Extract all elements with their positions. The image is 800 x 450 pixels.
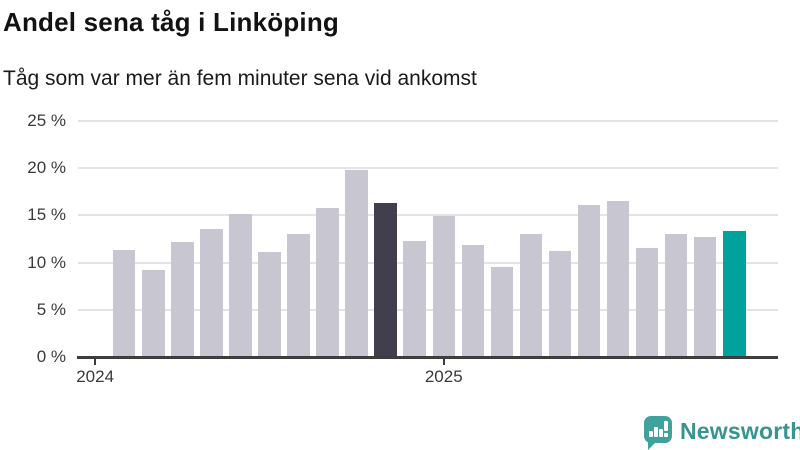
bar-2025-06 [577,205,601,357]
plot-area [78,120,778,357]
chart-subtitle: Tåg som var mer än fem minuter sena vid … [3,67,477,90]
bar-2025-11 [723,230,746,357]
bar-2024-06 [229,214,252,357]
bar-2024-11 [374,203,397,357]
bar-2024-07 [258,252,281,357]
bar-2024-03 [142,270,165,357]
bar-2024-08 [287,234,310,357]
bar-2025-07 [606,201,630,357]
bar-2024-12 [403,240,426,357]
bar-2025-02 [461,244,485,357]
gridline-25 [78,120,778,122]
x-axis-line [77,356,778,359]
bar-2025-09 [664,234,688,357]
newsworthy-logo[interactable]: Newsworthy [644,416,800,450]
gridline-20 [78,167,778,170]
gridline-15 [78,214,778,217]
y-axis-label-25: 25 % [27,111,66,130]
bar-2025-08 [635,247,659,357]
bar-2025-05 [548,251,572,357]
bar-2024-02 [112,250,136,357]
newsworthy-speech-bubble-chart-icon [644,416,672,450]
bar-2024-05 [200,228,223,357]
bar-2024-09 [316,207,339,357]
bar-2025-04 [519,234,543,357]
bar-2024-10 [345,170,368,357]
x-axis-label-2024: 2024 [76,367,115,386]
speech-bubble-tail [648,441,657,450]
bar-2025-10 [693,237,717,357]
y-axis-label-0: 0 % [36,347,66,366]
bar-2025-01 [432,216,455,357]
x-axis-tick-2025 [442,357,445,365]
gridline-10 [78,261,778,264]
newsworthy-brand-text: Newsworthy [680,418,800,444]
x-axis-label-2025: 2025 [424,367,463,386]
y-axis-label-15: 15 % [27,205,66,225]
y-axis-label-10: 10 % [27,252,66,272]
x-axis-tick-2024 [94,357,97,365]
chart-title: Andel sena tåg i Linköping [3,7,340,37]
bar-2025-03 [490,267,514,357]
gridline-5 [78,308,778,311]
y-axis-label-5: 5 % [36,299,66,319]
y-axis-label-20: 20 % [27,158,66,178]
bar-2024-04 [171,241,194,357]
